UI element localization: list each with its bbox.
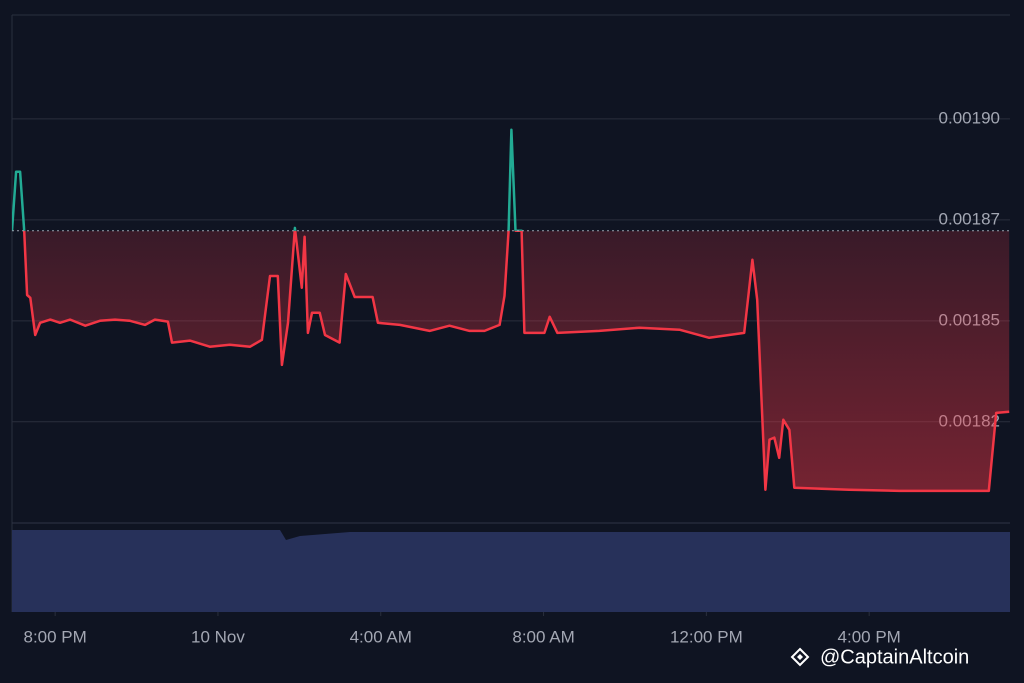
watermark: @CaptainAltcoin [820,646,969,668]
watermark-logo [790,647,810,667]
x-tick-label: 8:00 PM [23,627,86,646]
price-line [12,230,1010,493]
y-tick-label: 0.00187 [939,209,1000,228]
volume-band [12,530,1010,612]
x-tick-label: 10 Nov [191,627,245,646]
x-tick-label: 8:00 AM [512,627,574,646]
y-tick-label: 0.00190 [939,108,1000,127]
x-tick-label: 4:00 AM [350,627,412,646]
x-tick-label: 4:00 PM [838,627,901,646]
x-tick-label: 12:00 PM [670,627,743,646]
